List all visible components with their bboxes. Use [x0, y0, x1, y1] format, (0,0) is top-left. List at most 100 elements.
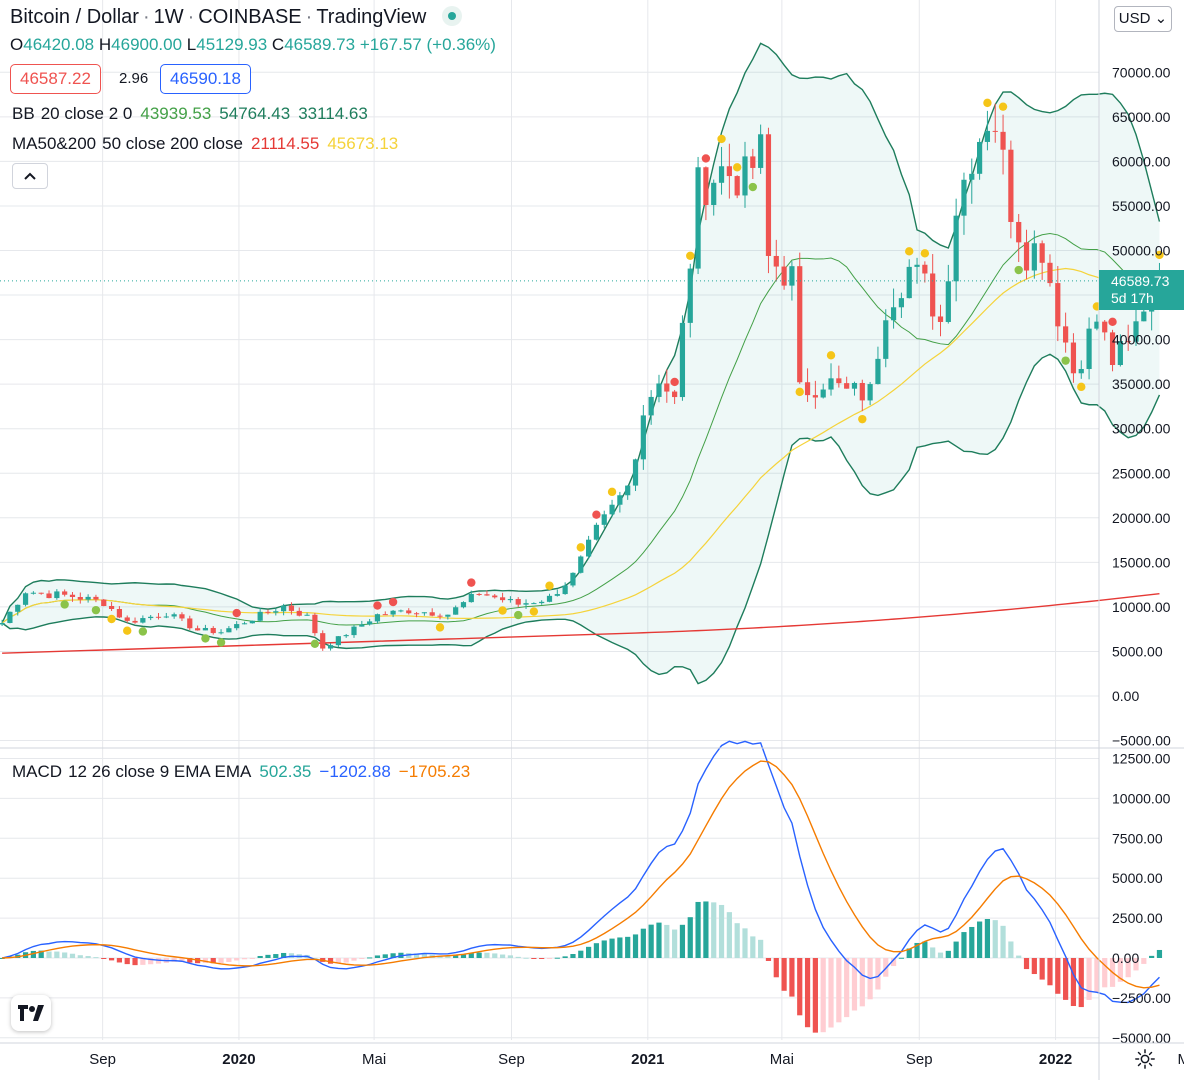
- macd-histogram-bar: [241, 958, 248, 960]
- moving-averages: [1, 267, 1160, 654]
- macd-histogram-bar: [562, 956, 568, 958]
- high-label: H: [98, 35, 112, 54]
- candle: [179, 612, 185, 622]
- candle-body: [46, 593, 52, 599]
- bb-lower-line: [1, 353, 1161, 685]
- macd-histogram-bar: [531, 958, 537, 959]
- candle-body: [101, 599, 107, 607]
- candle-body: [734, 176, 740, 196]
- macd-histogram-bar: [234, 958, 240, 961]
- candle-body: [672, 391, 678, 398]
- macd-histogram-bar: [226, 958, 232, 962]
- candle: [969, 158, 975, 204]
- candle-body: [210, 627, 216, 634]
- candle: [562, 582, 568, 595]
- candle: [922, 261, 928, 283]
- candle-body: [695, 167, 701, 269]
- signal-dot: [920, 249, 930, 258]
- candle: [1109, 329, 1116, 372]
- price-tick-label: 55000.00: [1112, 198, 1171, 214]
- candle-body: [453, 607, 459, 615]
- candle: [187, 615, 193, 630]
- currency-selector[interactable]: USD ⌄: [1114, 6, 1172, 32]
- signal-dot: [1108, 317, 1117, 327]
- close-value: 46589.73: [284, 35, 356, 54]
- signal-dot: [858, 414, 867, 424]
- macd-histogram-bar: [492, 953, 498, 958]
- candle: [499, 592, 506, 603]
- interval-label[interactable]: 1W: [153, 6, 184, 28]
- candle: [77, 592, 83, 604]
- candle: [54, 589, 60, 600]
- macd-histogram-bar: [765, 958, 772, 961]
- candle-body: [640, 415, 646, 460]
- macd-legend[interactable]: MACD 12 26 close 9 EMA EMA 502.35 −1202.88−…: [12, 762, 478, 782]
- candle: [140, 615, 146, 624]
- buy-price-button[interactable]: 46590.18: [160, 64, 251, 94]
- candle-body: [320, 633, 326, 649]
- macd-histogram-bar: [140, 958, 146, 965]
- candle-body: [742, 156, 748, 196]
- candle-body: [22, 593, 29, 605]
- candle: [726, 143, 732, 199]
- symbol-name[interactable]: Bitcoin / Dollar: [10, 6, 139, 28]
- candle: [335, 636, 341, 648]
- candle-body: [249, 620, 255, 624]
- sell-price-button[interactable]: 46587.22: [10, 64, 101, 94]
- candle-body: [679, 322, 686, 398]
- signal-dot: [701, 154, 711, 163]
- candle-body: [148, 616, 154, 619]
- bb-legend[interactable]: BB 20 close 2 0 43939.53 54764.43 33114.63: [12, 104, 376, 124]
- macd-histogram-bar: [546, 958, 553, 959]
- candle-body: [851, 382, 858, 389]
- candle: [672, 389, 678, 404]
- candle-body: [367, 621, 373, 625]
- candle-body: [257, 611, 263, 621]
- price-tick-label: 15000.00: [1112, 554, 1171, 570]
- candle-body: [351, 626, 357, 636]
- candle: [679, 315, 686, 401]
- macd-histogram-bar: [484, 952, 490, 958]
- price-tick-label: 25000.00: [1112, 465, 1171, 481]
- candle: [781, 255, 787, 290]
- last-price-label: 46589.73 5d 17h: [1099, 270, 1184, 310]
- gear-icon[interactable]: [1134, 1048, 1156, 1070]
- macd-histogram-bar: [1078, 958, 1084, 1008]
- candle: [1008, 140, 1014, 239]
- macd-histogram-bar: [578, 950, 584, 958]
- macd-histogram-bar: [367, 957, 373, 959]
- candle-body: [445, 614, 451, 617]
- bb-params: 20 close 2 0: [40, 104, 133, 123]
- candle: [851, 381, 858, 396]
- candle-body: [1016, 221, 1022, 243]
- ma-legend[interactable]: MA50&200 50 close 200 close 21114.55 45673.…: [12, 134, 406, 154]
- macd-histogram-bar: [812, 958, 818, 1033]
- macd-histogram-bar: [1039, 958, 1045, 980]
- ma200-value: 45673.13: [327, 134, 399, 153]
- macd-histogram-bar: [726, 912, 732, 958]
- price-tick-label: 65000.00: [1112, 109, 1171, 125]
- bb-basis-line: [1, 233, 1160, 626]
- tradingview-logo-icon[interactable]: [11, 995, 51, 1031]
- signal-dot: [795, 387, 804, 397]
- candle-body: [828, 378, 834, 390]
- candle: [539, 600, 545, 605]
- macd-histogram-bar: [945, 950, 951, 958]
- spread-value: 2.96: [119, 70, 149, 87]
- signal-dot: [717, 134, 726, 144]
- time-axis[interactable]: Sep 2020 Mai Sep 2021 Mai Sep 2022 Mai: [89, 1051, 1184, 1068]
- candle-body: [703, 167, 709, 205]
- price-tick-label: 35000.00: [1112, 376, 1171, 392]
- candle-body: [883, 320, 889, 359]
- candle-body: [781, 266, 787, 286]
- candle: [664, 369, 670, 403]
- collapse-legend-button[interactable]: [12, 163, 48, 189]
- macd-name: MACD: [12, 762, 63, 781]
- macd-tick-label: 10000.00: [1112, 790, 1171, 806]
- macd-histogram-bar: [249, 958, 255, 959]
- ma200-line: [2, 592, 1160, 654]
- candle: [1063, 312, 1069, 353]
- candle-body: [468, 593, 474, 603]
